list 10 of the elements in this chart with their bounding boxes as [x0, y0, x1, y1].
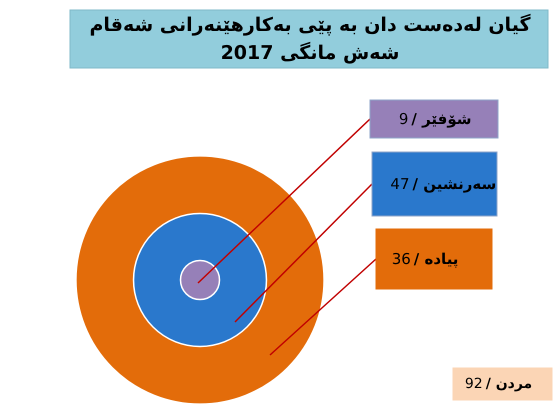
data-label: 9 — [398, 110, 408, 128]
category-label: / سەرنشین — [412, 175, 496, 193]
category-label: / شۆفێر — [411, 110, 472, 128]
text: شەش مانگی 2017 — [220, 41, 400, 64]
data-label: 36 — [392, 250, 411, 268]
category-label: / پیادە — [414, 250, 458, 268]
data-label: 47 — [390, 175, 410, 193]
category-label: / مردن — [486, 376, 532, 392]
text: گیان لەدەست دان بە پێی بەکارهێنەرانی شەقام — [89, 13, 532, 36]
data-label: 92 — [464, 376, 483, 392]
